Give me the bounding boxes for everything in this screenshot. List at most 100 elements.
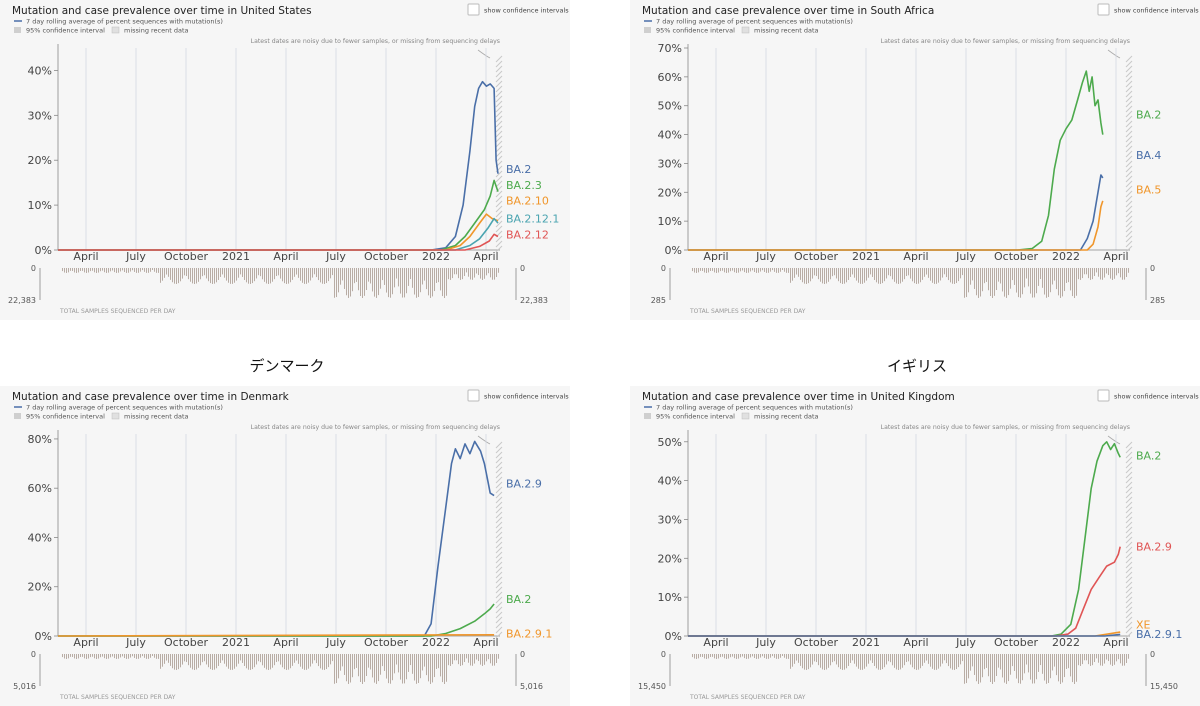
- missing-data-hatch: [495, 601, 503, 609]
- samples-bar: [892, 268, 893, 280]
- samples-bar: [252, 654, 253, 670]
- samples-bar: [476, 268, 477, 274]
- samples-bar: [742, 268, 743, 271]
- samples-bar: [62, 268, 63, 272]
- samples-bar: [268, 654, 269, 670]
- samples-bar: [472, 654, 473, 666]
- samples-bar: [64, 268, 65, 273]
- missing-data-hatch: [1125, 60, 1133, 68]
- samples-bar: [912, 654, 913, 668]
- missing-data-hatch: [1125, 586, 1133, 594]
- samples-bar: [980, 654, 981, 683]
- missing-data-hatch: [495, 175, 503, 183]
- samples-bar: [740, 654, 741, 658]
- samples-bar: [782, 268, 783, 271]
- samples-bar: [272, 654, 273, 668]
- samples-bar: [700, 654, 701, 657]
- y-tick-label: 0%: [665, 244, 682, 257]
- samples-bar: [126, 654, 127, 659]
- x-tick-label: 2021: [222, 250, 250, 263]
- missing-data-hatch: [495, 611, 503, 619]
- missing-data-hatch: [1125, 571, 1133, 579]
- samples-bar: [1004, 654, 1005, 683]
- samples-bar: [378, 654, 379, 682]
- missing-data-hatch: [495, 105, 503, 113]
- series-label: BA.2.3: [506, 179, 542, 192]
- x-tick-label: April: [473, 250, 498, 263]
- samples-bar: [1064, 654, 1065, 678]
- samples-bar: [172, 654, 173, 669]
- caption-denmark: デンマーク: [249, 357, 325, 375]
- samples-bar: [1060, 268, 1061, 298]
- samples-bar: [974, 268, 975, 289]
- samples-bar: [738, 654, 739, 659]
- samples-bar: [256, 268, 257, 279]
- samples-bar: [98, 268, 99, 273]
- samples-bar: [298, 268, 299, 278]
- y-tick-label: 0%: [35, 244, 52, 257]
- samples-bar: [298, 654, 299, 664]
- samples-bar: [856, 654, 857, 667]
- missing-data-hatch: [1125, 471, 1133, 479]
- samples-bar: [1114, 268, 1115, 279]
- show-ci-checkbox[interactable]: [1097, 389, 1110, 402]
- samples-bar: [946, 268, 947, 278]
- samples-bar: [364, 654, 365, 682]
- samples-bar: [134, 268, 135, 272]
- samples-bar: [486, 268, 487, 276]
- samples-bar: [358, 268, 359, 291]
- samples-bar: [912, 268, 913, 282]
- show-ci-checkbox[interactable]: [1097, 3, 1110, 16]
- y-tick-label: 60%: [658, 71, 682, 84]
- samples-bar: [742, 654, 743, 657]
- samples-bar: [136, 654, 137, 659]
- legend-missing-label: missing recent data: [124, 27, 189, 35]
- samples-bar: [706, 654, 707, 659]
- samples-bar: [998, 654, 999, 668]
- samples-bar: [238, 654, 239, 664]
- samples-max-left: 22,383: [8, 296, 36, 305]
- samples-bar: [1126, 654, 1127, 663]
- missing-data-hatch: [1125, 446, 1133, 454]
- samples-bar: [148, 654, 149, 659]
- samples-bar: [798, 268, 799, 277]
- samples-bar: [916, 268, 917, 284]
- legend-ci-label: 95% confidence interval: [26, 413, 105, 421]
- samples-bar: [1106, 654, 1107, 660]
- samples-bar: [190, 268, 191, 282]
- x-tick-label: July: [125, 636, 146, 649]
- samples-bar: [884, 654, 885, 668]
- samples-bar: [432, 268, 433, 297]
- samples-bar: [370, 268, 371, 284]
- samples-bar: [398, 654, 399, 673]
- samples-bar: [418, 268, 419, 297]
- samples-bar: [828, 268, 829, 282]
- samples-bar: [934, 268, 935, 284]
- samples-bar: [240, 268, 241, 275]
- chart-svg-denmark: Mutation and case prevalence over time i…: [12, 389, 569, 701]
- samples-bar: [174, 268, 175, 284]
- samples-bar: [116, 268, 117, 273]
- samples-bar: [328, 654, 329, 668]
- show-ci-checkbox[interactable]: [467, 3, 480, 16]
- missing-data-hatch: [1125, 506, 1133, 514]
- samples-bar: [360, 268, 361, 296]
- samples-bar: [498, 268, 499, 273]
- samples-bar: [422, 654, 423, 671]
- samples-bar: [472, 268, 473, 280]
- samples-bar: [428, 268, 429, 296]
- samples-bar: [416, 654, 417, 684]
- samples-bar: [396, 654, 397, 665]
- missing-data-hatch: [1125, 240, 1133, 248]
- samples-bar: [874, 268, 875, 280]
- legend-ci-swatch: [644, 413, 651, 419]
- samples-bar: [1076, 268, 1077, 296]
- samples-bar: [178, 654, 179, 670]
- missing-data-hatch: [495, 461, 503, 469]
- show-ci-checkbox[interactable]: [467, 389, 480, 402]
- samples-bar: [936, 268, 937, 284]
- samples-bar: [190, 654, 191, 668]
- samples-bar: [480, 268, 481, 279]
- samples-bar: [906, 654, 907, 663]
- samples-bar: [704, 268, 705, 273]
